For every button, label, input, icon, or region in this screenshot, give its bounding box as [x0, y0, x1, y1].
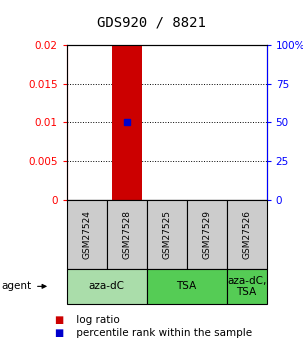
Text: GSM27525: GSM27525 — [162, 210, 171, 259]
Text: ■: ■ — [55, 315, 64, 325]
Text: TSA: TSA — [177, 282, 197, 291]
Text: aza-dC,
TSA: aza-dC, TSA — [227, 276, 266, 297]
Text: percentile rank within the sample: percentile rank within the sample — [73, 328, 252, 337]
Bar — [112, 45, 142, 200]
Text: aza-dC: aza-dC — [89, 282, 125, 291]
Text: ■: ■ — [55, 328, 64, 337]
Text: GSM27524: GSM27524 — [82, 210, 91, 259]
Text: GDS920 / 8821: GDS920 / 8821 — [97, 16, 206, 29]
Text: GSM27529: GSM27529 — [202, 210, 211, 259]
Text: GSM27526: GSM27526 — [242, 210, 251, 259]
Text: GSM27528: GSM27528 — [122, 210, 131, 259]
Text: agent: agent — [2, 282, 32, 291]
Text: log ratio: log ratio — [73, 315, 119, 325]
